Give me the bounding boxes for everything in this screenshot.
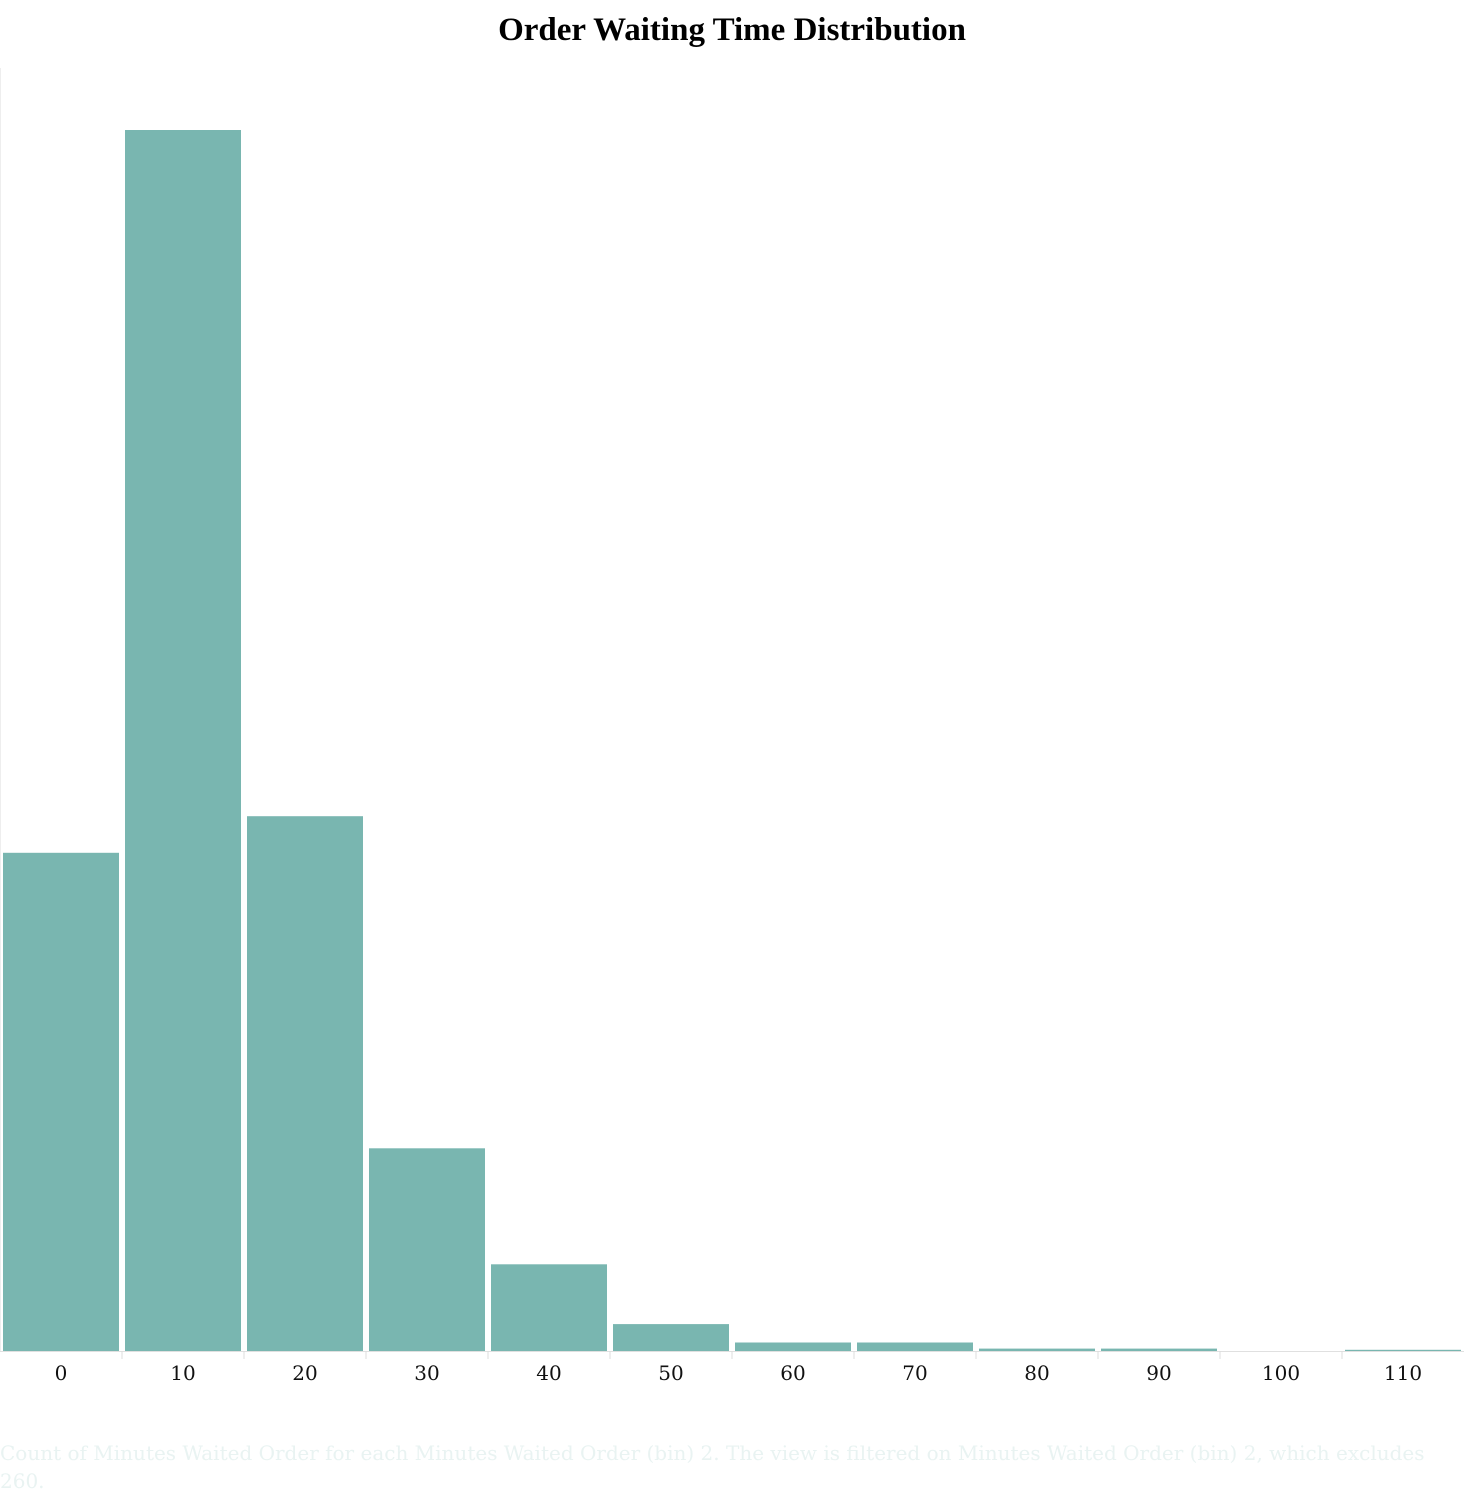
bar-110[interactable]: [1345, 1349, 1461, 1351]
bar-10[interactable]: [125, 130, 241, 1351]
bar-40[interactable]: [491, 1264, 607, 1351]
x-tick-label-100: 100: [1262, 1361, 1300, 1385]
bar-90[interactable]: [1101, 1348, 1217, 1351]
bar-60[interactable]: [735, 1342, 851, 1352]
chart-title: Order Waiting Time Distribution: [498, 12, 966, 48]
x-tick-label-60: 60: [780, 1361, 805, 1385]
tick-labels-layer: 0 10 20 30 40 50 60 70 80 90 100 110: [55, 1361, 1422, 1385]
x-tick-label-30: 30: [414, 1361, 439, 1385]
chart-caption: Count of Minutes Waited Order for each M…: [0, 1441, 1425, 1493]
bar-0[interactable]: [3, 852, 119, 1351]
x-tick-label-110: 110: [1384, 1361, 1422, 1385]
ticks-layer: [121, 1351, 1343, 1359]
x-tick-label-20: 20: [292, 1361, 317, 1385]
bars-layer: [3, 130, 1461, 1351]
bar-30[interactable]: [369, 1148, 485, 1351]
x-tick-label-70: 70: [902, 1361, 927, 1385]
x-tick-label-90: 90: [1146, 1361, 1171, 1385]
bar-70[interactable]: [857, 1342, 973, 1352]
x-tick-label-0: 0: [55, 1361, 68, 1385]
bar-50[interactable]: [613, 1324, 729, 1351]
x-tick-label-10: 10: [170, 1361, 195, 1385]
x-tick-label-50: 50: [658, 1361, 683, 1385]
x-tick-label-80: 80: [1024, 1361, 1049, 1385]
bar-80[interactable]: [979, 1348, 1095, 1351]
bar-20[interactable]: [247, 816, 363, 1351]
x-tick-label-40: 40: [536, 1361, 561, 1385]
